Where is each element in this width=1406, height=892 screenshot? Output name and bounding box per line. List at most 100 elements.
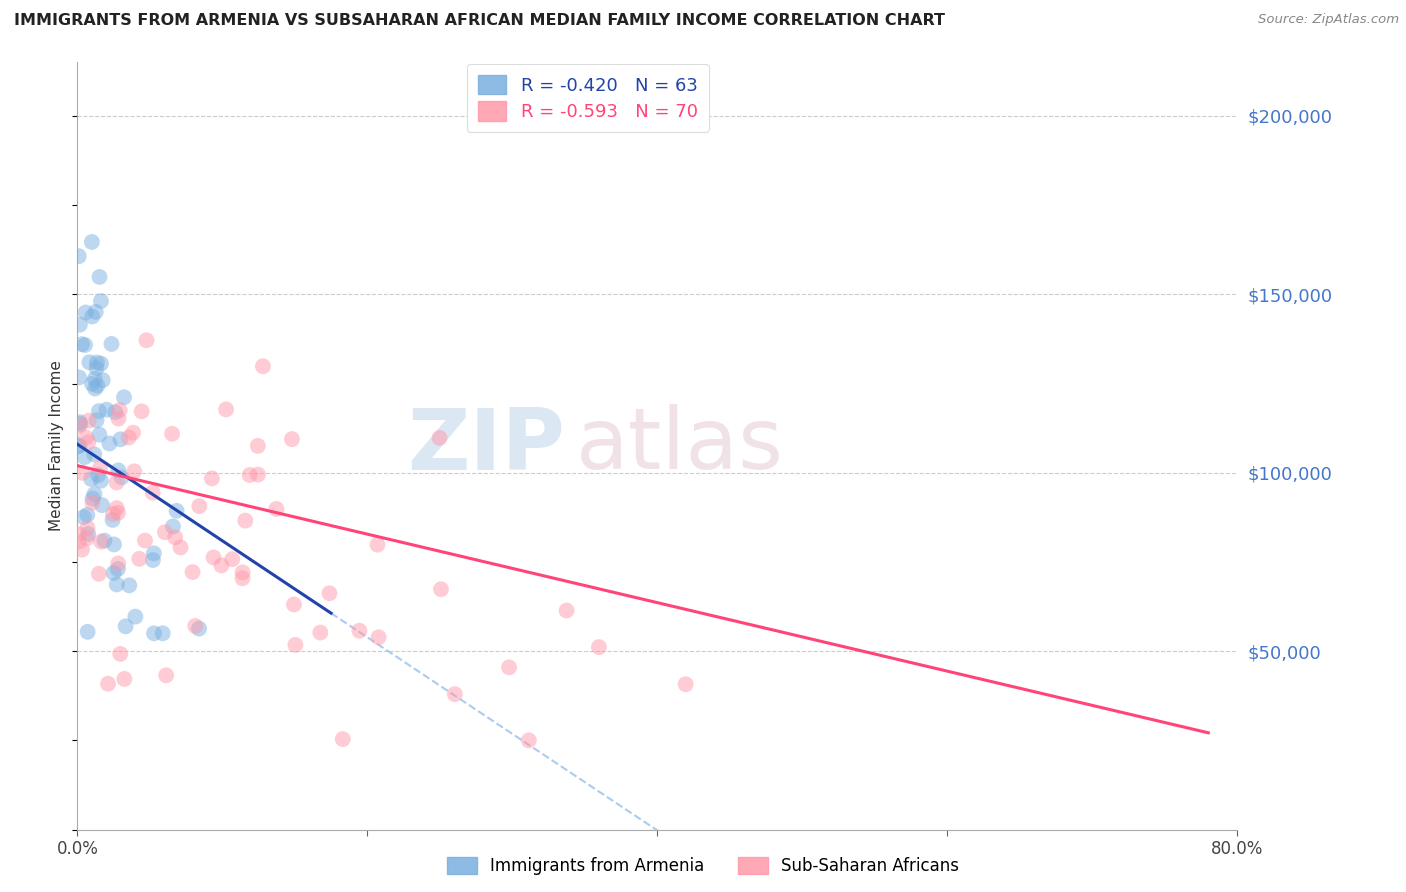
Point <box>135 333 157 347</box>
Point <box>105 501 128 516</box>
Point <box>283 598 305 612</box>
Point <box>77 435 100 450</box>
Point <box>67 439 90 453</box>
Point <box>124 609 146 624</box>
Point <box>96 402 118 417</box>
Point <box>86 355 108 369</box>
Point <box>69 417 91 431</box>
Point <box>107 557 129 571</box>
Text: IMMIGRANTS FROM ARMENIA VS SUBSAHARAN AFRICAN MEDIAN FAMILY INCOME CORRELATION C: IMMIGRANTS FROM ARMENIA VS SUBSAHARAN AF… <box>14 13 945 29</box>
Point <box>69 318 91 332</box>
Point <box>67 419 90 434</box>
Point <box>86 413 108 427</box>
Point <box>152 626 174 640</box>
Point <box>67 249 90 263</box>
Point <box>90 357 112 371</box>
Point <box>162 519 184 533</box>
Point <box>107 562 129 576</box>
Point <box>80 472 103 486</box>
Point <box>91 498 114 512</box>
Point <box>104 405 127 419</box>
Point <box>281 432 304 446</box>
Point <box>429 431 451 445</box>
Point <box>498 660 520 674</box>
Point <box>201 471 224 485</box>
Text: Source: ZipAtlas.com: Source: ZipAtlas.com <box>1258 13 1399 27</box>
Point <box>76 508 98 522</box>
Point <box>69 438 91 452</box>
Point <box>86 361 108 376</box>
Point <box>107 463 129 477</box>
Point <box>93 533 115 548</box>
Point <box>110 470 132 484</box>
Point <box>73 510 96 524</box>
Point <box>169 541 191 555</box>
Point <box>221 552 243 566</box>
Point <box>110 647 132 661</box>
Point <box>517 733 540 747</box>
Point <box>107 506 129 520</box>
Point <box>166 504 188 518</box>
Point <box>82 491 104 506</box>
Point <box>91 373 114 387</box>
Point <box>83 487 105 501</box>
Point <box>97 677 120 691</box>
Point <box>89 461 111 475</box>
Point <box>349 624 371 638</box>
Text: ZIP: ZIP <box>406 404 565 488</box>
Point <box>252 359 274 374</box>
Point <box>443 687 465 701</box>
Point <box>79 355 101 369</box>
Point <box>73 450 96 464</box>
Point <box>122 464 145 478</box>
Point <box>77 527 100 541</box>
Point <box>366 538 388 552</box>
Point <box>266 502 288 516</box>
Point <box>215 402 238 417</box>
Point <box>76 624 98 639</box>
Point <box>107 411 129 425</box>
Point <box>83 447 105 461</box>
Point <box>232 566 254 580</box>
Point <box>67 534 90 549</box>
Point <box>165 530 187 544</box>
Point <box>134 533 156 548</box>
Point <box>110 433 132 447</box>
Point <box>98 436 121 450</box>
Point <box>80 235 103 249</box>
Point <box>233 514 256 528</box>
Point <box>430 582 453 597</box>
Point <box>103 566 125 580</box>
Point <box>80 376 103 391</box>
Point <box>108 403 131 417</box>
Point <box>90 534 112 549</box>
Point <box>87 566 110 581</box>
Point <box>67 527 90 541</box>
Point <box>155 668 177 682</box>
Point <box>70 542 93 557</box>
Point <box>231 571 253 585</box>
Point <box>555 603 578 617</box>
Point <box>160 426 183 441</box>
Legend: Immigrants from Armenia, Sub-Saharan Africans: Immigrants from Armenia, Sub-Saharan Afr… <box>439 849 967 884</box>
Point <box>142 553 165 567</box>
Point <box>188 499 211 513</box>
Point <box>76 531 98 545</box>
Point <box>142 485 165 500</box>
Point <box>122 425 145 440</box>
Point <box>90 294 112 309</box>
Point <box>73 338 96 352</box>
Point <box>89 427 111 442</box>
Y-axis label: Median Family Income: Median Family Income <box>49 360 65 532</box>
Point <box>84 305 107 319</box>
Point <box>118 578 141 592</box>
Point <box>318 586 340 600</box>
Point <box>246 439 269 453</box>
Point <box>202 550 225 565</box>
Point <box>142 546 165 560</box>
Point <box>82 495 104 509</box>
Point <box>70 337 93 351</box>
Point <box>105 577 128 591</box>
Point <box>87 404 110 418</box>
Point <box>84 382 107 396</box>
